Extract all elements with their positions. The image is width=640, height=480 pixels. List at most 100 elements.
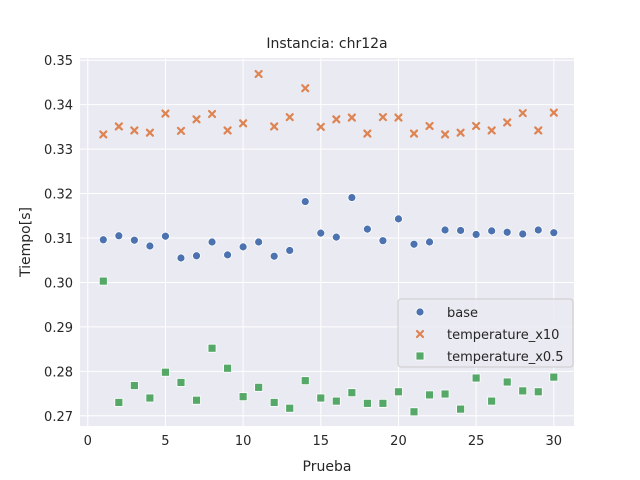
y-tick-label: 0.31 (44, 232, 73, 247)
data-point (347, 388, 357, 398)
data-point (238, 392, 248, 402)
data-point (207, 237, 217, 247)
plot-area (80, 58, 574, 426)
legend-items: base temperature_x10 temperature_x0.5 (415, 306, 564, 365)
data-point (269, 398, 279, 407)
x-tick-label: 15 (313, 434, 330, 449)
data-point (456, 128, 465, 137)
legend-label: base (447, 306, 478, 321)
data-point (192, 115, 201, 124)
y-tick-label: 0.28 (44, 365, 73, 380)
data-points (98, 69, 559, 417)
data-point (347, 193, 357, 202)
data-point (518, 229, 528, 239)
data-point (331, 396, 341, 406)
data-point (129, 235, 139, 245)
data-point (487, 226, 497, 236)
data-point (269, 251, 279, 261)
data-point (331, 232, 341, 242)
data-point (502, 227, 512, 237)
data-point (316, 393, 326, 403)
data-point (518, 109, 527, 118)
data-point (472, 121, 481, 131)
data-point (239, 119, 248, 128)
data-point (223, 250, 232, 260)
y-tick-label: 0.30 (44, 276, 73, 291)
data-point (549, 108, 558, 117)
data-point (145, 128, 155, 137)
data-point (129, 381, 139, 390)
data-point (378, 398, 388, 408)
data-point (440, 130, 450, 139)
data-point (285, 246, 295, 255)
chart-title: Instancia: chr12a (266, 36, 387, 52)
series-temperature_x10 (99, 69, 558, 139)
data-point (456, 226, 465, 235)
data-point (238, 242, 248, 252)
data-point (487, 396, 497, 406)
data-point (130, 126, 139, 135)
data-point (161, 367, 170, 377)
y-tick-label: 0.27 (44, 410, 73, 425)
data-point (378, 236, 388, 246)
data-point (533, 225, 543, 235)
data-point (223, 126, 232, 135)
y-tick-label: 0.32 (44, 188, 73, 203)
data-point (192, 251, 201, 261)
data-point (394, 214, 403, 224)
x-tick-label: 10 (235, 434, 252, 449)
series-base (98, 193, 559, 263)
y-axis-label: Tiempo[s] (18, 207, 34, 278)
data-point (502, 377, 512, 387)
data-point (471, 373, 481, 383)
data-point (207, 109, 217, 119)
data-point (471, 230, 481, 239)
x-axis-label: Prueba (303, 459, 352, 475)
data-point (362, 398, 372, 408)
data-point (518, 386, 528, 396)
y-tick-labels: 0.27 0.28 0.29 0.30 0.31 0.32 0.33 0.34 0.35 (44, 54, 73, 425)
data-point (254, 69, 263, 79)
data-point (503, 118, 512, 127)
data-point (176, 378, 186, 387)
data-point (161, 231, 170, 241)
data-point (300, 197, 310, 206)
data-point (409, 129, 419, 138)
x-tick-label: 25 (468, 434, 485, 449)
data-point (363, 129, 372, 138)
data-point (456, 404, 465, 414)
legend-box (397, 298, 574, 368)
y-tick-label: 0.34 (44, 99, 73, 114)
data-point (145, 241, 155, 251)
data-point (316, 122, 325, 131)
data-point (270, 122, 279, 131)
data-point (549, 228, 559, 238)
data-point (145, 393, 155, 403)
x-tick-labels: 0 5 10 15 20 25 30 (84, 434, 562, 449)
data-point (300, 376, 310, 386)
x-tick-label: 20 (390, 434, 407, 449)
data-point (254, 237, 264, 247)
x-tick-label: 30 (546, 434, 563, 449)
x-tick-label: 5 (161, 434, 169, 449)
legend-label: temperature_x0.5 (447, 350, 564, 365)
data-point (114, 398, 124, 407)
data-point (161, 109, 170, 118)
data-point (176, 126, 186, 135)
data-point (347, 113, 356, 122)
y-tick-label: 0.33 (44, 143, 73, 158)
legend-marker (415, 329, 425, 339)
data-point (114, 122, 123, 131)
data-point (114, 231, 124, 241)
data-point (98, 276, 108, 286)
data-point (533, 387, 543, 397)
legend: base temperature_x10 temperature_x0.5 (397, 298, 574, 368)
data-point (409, 239, 419, 249)
data-point (534, 126, 543, 135)
data-point (98, 235, 108, 245)
data-point (394, 387, 403, 397)
data-point (487, 126, 496, 135)
series-temperature_x0.5 (98, 276, 559, 417)
data-point (176, 253, 186, 263)
